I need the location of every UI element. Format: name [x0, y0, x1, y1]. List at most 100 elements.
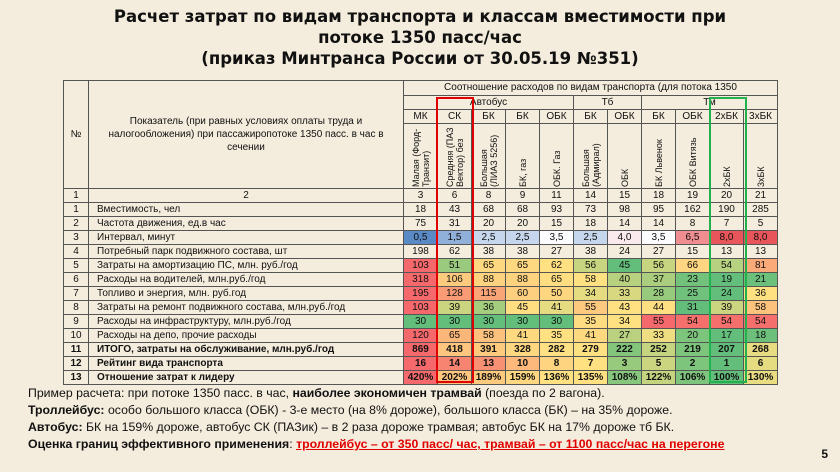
value-cell: 128 [437, 286, 472, 301]
note-text: БК на 159% дороже, автобус СК (ПАЗик) – … [82, 420, 675, 434]
group-header: Автобус [403, 95, 574, 110]
class-header: БК [573, 109, 608, 124]
table-row: 4 Потребный парк подвижного состава, шт 19… [63, 244, 778, 259]
class-header: БК [505, 109, 540, 124]
column-number: 3 [403, 188, 438, 203]
column-number: 11 [539, 188, 574, 203]
note-line-3: Автобус: БК на 159% дороже, автобус СК (… [28, 419, 798, 436]
row-number: 7 [63, 286, 89, 301]
value-cell: 285 [743, 202, 778, 217]
row-label: Частота движения, ед.в час [88, 216, 404, 231]
model-name: Большая (ЛИАЗ 5256) [478, 134, 499, 187]
value-cell: 15 [539, 216, 574, 231]
value-cell: 31 [437, 216, 472, 231]
value-cell: 13 [743, 244, 778, 259]
value-cell: 16 [403, 356, 438, 371]
value-cell: 198 [403, 244, 438, 259]
value-cell: 268 [743, 342, 778, 357]
value-cell: 162 [675, 202, 710, 217]
value-cell: 35 [539, 328, 574, 343]
value-cell: 45 [505, 300, 540, 315]
model-name: Средняя (ПАЗ Вектор) без [444, 127, 465, 187]
row-number: 8 [63, 300, 89, 315]
row-number: 13 [63, 370, 89, 385]
value-cell: 3,5 [641, 230, 676, 245]
value-cell: 195 [403, 286, 438, 301]
value-cell: 5 [641, 356, 676, 371]
table-row: 11 ИТОГО, затраты на обслуживание, млн.ру… [63, 342, 778, 357]
value-cell: 103 [403, 258, 438, 273]
table-row: 5 Затраты на амортизацию ПС, млн. руб./го… [63, 258, 778, 273]
table-row: 13 Отношение затрат к лидеру 420% 202% 189% 1… [63, 370, 778, 385]
row-number: 12 [63, 356, 89, 371]
value-cell: 88 [471, 272, 506, 287]
note-line-4: Оценка границ эффективного применения: т… [28, 436, 798, 453]
value-cell: 13 [471, 356, 506, 371]
value-cell: 54 [675, 314, 710, 329]
column-number: 15 [607, 188, 642, 203]
model-header: Малая (Форд-Транзит) [403, 123, 438, 189]
value-cell: 136% [539, 370, 574, 385]
value-cell: 68 [471, 202, 506, 217]
value-cell: 54 [709, 314, 744, 329]
value-cell: 5 [743, 216, 778, 231]
class-header: 3хБК [743, 109, 778, 124]
table-row: 12 Рейтинг вида транспорта 16 14 13 10 8 7 3 5 2 1 6 [63, 356, 778, 371]
value-cell: 279 [573, 342, 608, 357]
note-text: Пример расчета: при потоке 1350 пасс. в … [28, 386, 293, 400]
value-cell: 34 [607, 314, 642, 329]
value-cell: 56 [641, 258, 676, 273]
value-cell: 65 [471, 258, 506, 273]
value-cell: 34 [573, 286, 608, 301]
value-cell: 207 [709, 342, 744, 357]
value-cell: 24 [607, 244, 642, 259]
value-cell: 222 [607, 342, 642, 357]
value-cell: 120 [403, 328, 438, 343]
value-cell: 14 [607, 216, 642, 231]
value-cell: 7 [573, 356, 608, 371]
model-name: ОБК. Газ [551, 150, 562, 187]
table-row: 1 Вместимость, чел 18 43 68 68 93 73 98 95 162 190 2… [63, 202, 778, 217]
row-number: 9 [63, 314, 89, 329]
row-label: Затраты на амортизацию ПС, млн. руб./год [88, 258, 404, 273]
column-number: 14 [573, 188, 608, 203]
value-cell: 108% [607, 370, 642, 385]
row-number: 6 [63, 272, 89, 287]
value-cell: 14 [437, 356, 472, 371]
value-cell: 189% [471, 370, 506, 385]
value-cell: 10 [505, 356, 540, 371]
value-cell: 27 [539, 244, 574, 259]
row-number: 3 [63, 230, 89, 245]
note-bold: Оценка границ эффективного применения [28, 437, 290, 451]
model-header: Средняя (ПАЗ Вектор) без [437, 123, 472, 189]
row-label: Расходы на инфраструктуру, млн.руб./год [88, 314, 404, 329]
model-name: Малая (Форд-Транзит) [410, 128, 431, 187]
value-cell: 18 [573, 216, 608, 231]
column-number: 2 [88, 188, 404, 203]
value-cell: 2,5 [573, 230, 608, 245]
value-cell: 252 [641, 342, 676, 357]
value-cell: 60 [505, 286, 540, 301]
model-header: 3хБК [743, 123, 778, 189]
table-row: 9 Расходы на инфраструктуру, млн.руб./год… [63, 314, 778, 329]
note-bold: наиболее экономичен трамвай [292, 386, 482, 400]
value-cell: 418 [437, 342, 472, 357]
model-header: ОБК. Газ [539, 123, 574, 189]
value-cell: 3,5 [539, 230, 574, 245]
value-cell: 54 [743, 314, 778, 329]
row-label: Рейтинг вида транспорта [88, 356, 404, 371]
row-label: Расходы на водителей, млн.руб./год [88, 272, 404, 287]
column-number: 9 [505, 188, 540, 203]
value-cell: 13 [709, 244, 744, 259]
ratio-header: Соотношение расходов по видам транспорта… [403, 80, 778, 96]
table-row: 7 Топливо и энергия, млн. руб.год 195 128 11… [63, 286, 778, 301]
row-label: Интервал, минут [88, 230, 404, 245]
value-cell: 15 [675, 244, 710, 259]
model-header: ОБК [607, 123, 642, 189]
value-cell: 130% [743, 370, 778, 385]
value-cell: 219 [675, 342, 710, 357]
row-number: 5 [63, 258, 89, 273]
note-text: : [289, 437, 297, 451]
column-number: 20 [709, 188, 744, 203]
value-cell: 391 [471, 342, 506, 357]
